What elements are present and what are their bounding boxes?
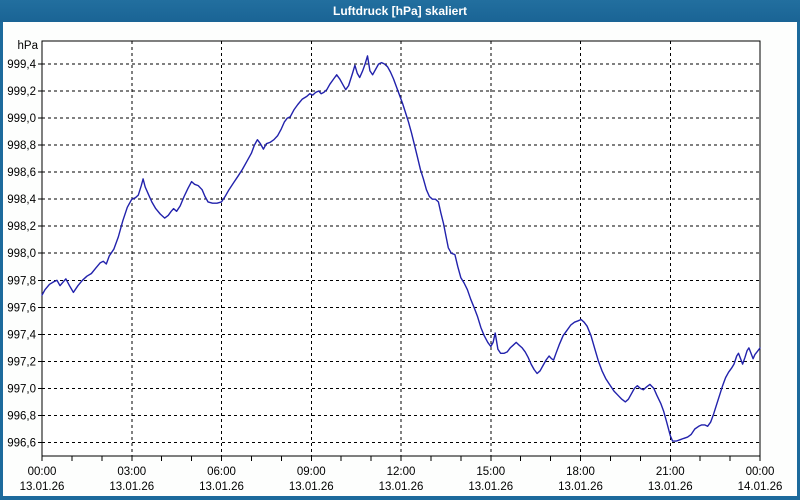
x-tick-date-label: 13.01.26 (379, 481, 424, 493)
x-tick-date-label: 13.01.26 (648, 481, 693, 493)
x-tick-date-label: 13.01.26 (20, 481, 65, 493)
x-tick-time-label: 00:00 (746, 466, 775, 478)
y-tick-label: 997,6 (7, 302, 36, 314)
y-tick-label: 996,6 (7, 437, 36, 449)
y-gridlines (38, 63, 760, 443)
plot-border (41, 40, 761, 457)
window-title: Luftdruck [hPa] skaliert (332, 4, 468, 18)
x-tick-time-label: 03:00 (117, 466, 146, 478)
pressure-chart: 996,6 996,8 997,0 997,2 997,4 997,6 997,8 998,0… (7, 40, 783, 493)
y-tick-label: 997,0 (7, 383, 36, 395)
x-tick-date-label: 13.01.26 (289, 481, 334, 493)
x-tick-date-label: 13.01.26 (109, 481, 154, 493)
x-tick-time-label: 06:00 (207, 466, 236, 478)
y-tick-label: 999,0 (7, 113, 36, 125)
x-tick-time-label: 09:00 (297, 466, 326, 478)
y-tick-label: 997,2 (7, 356, 36, 368)
x-tick-time-label: 15:00 (476, 466, 505, 478)
x-tick-time-label: 21:00 (656, 466, 685, 478)
y-tick-label: 998,4 (7, 194, 36, 206)
y-tick-label: 998,2 (7, 221, 36, 233)
x-tick-labels: 00:00 13.01.26 03:00 13.01.26 06:00 13.01.26 0… (20, 466, 783, 493)
chart-area: 996,6 996,8 997,0 997,2 997,4 997,6 997,8 998,0… (3, 22, 797, 496)
y-tick-label: 998,8 (7, 140, 36, 152)
x-tick-time-label: 00:00 (28, 466, 57, 478)
y-tick-label: 997,8 (7, 275, 36, 287)
x-tick-date-label: 13.01.26 (558, 481, 603, 493)
y-tick-label: 998,6 (7, 167, 36, 179)
x-tick-date-label: 13.01.26 (199, 481, 244, 493)
y-tick-labels: 996,6 996,8 997,0 997,2 997,4 997,6 997,8 998,0… (7, 59, 36, 450)
y-axis-unit-label: hPa (18, 40, 39, 52)
y-tick-label: 997,4 (7, 329, 36, 341)
plot-background (42, 41, 760, 456)
unit-label: hPa (18, 40, 39, 52)
y-tick-label: 999,2 (7, 86, 36, 98)
x-tick-date-label: 13.01.26 (468, 481, 513, 493)
pressure-line (41, 55, 761, 442)
y-tick-label: 996,8 (7, 410, 36, 422)
x-ticks (41, 456, 761, 461)
y-tick-label: 999,4 (7, 59, 36, 71)
window-title-bar: Luftdruck [hPa] skaliert (0, 0, 800, 22)
x-tick-time-label: 12:00 (387, 466, 416, 478)
x-tick-time-label: 18:00 (566, 466, 595, 478)
x-tick-date-label: 14.01.26 (738, 481, 783, 493)
y-tick-label: 998,0 (7, 248, 36, 260)
